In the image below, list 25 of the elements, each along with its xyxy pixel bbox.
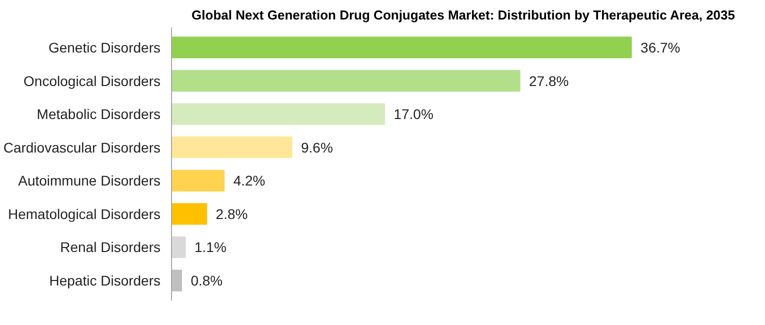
bar	[172, 203, 208, 225]
y-tick-label: Renal Disorders	[60, 239, 161, 256]
y-tick-label: Oncological Disorders	[24, 72, 161, 89]
data-label: 27.8%	[529, 72, 569, 89]
data-label: 36.7%	[640, 39, 680, 56]
bar	[172, 36, 632, 58]
chart-title: Global Next Generation Drug Conjugates Market: Distribution by Therapeutic Area, 2035	[192, 8, 735, 22]
y-tick-label: Hematological Disorders	[8, 206, 161, 222]
y-tick-label: Genetic Disorders	[48, 39, 161, 56]
bar	[172, 270, 182, 292]
data-label: 2.8%	[216, 206, 248, 222]
data-label: 9.6%	[300, 139, 333, 156]
data-label: 0.8%	[190, 272, 223, 289]
data-label: 17.0%	[394, 106, 434, 122]
bar	[172, 170, 225, 192]
y-tick-label: Cardiovascular Disorders	[3, 139, 161, 156]
bar	[172, 103, 386, 125]
data-label: 4.2%	[233, 172, 266, 189]
y-tick-label: Metabolic Disorders	[36, 106, 161, 122]
bar	[172, 236, 186, 258]
data-label: 1.1%	[194, 239, 226, 256]
bar	[172, 70, 520, 92]
y-tick-label: Hepatic Disorders	[49, 272, 161, 289]
bar	[172, 136, 292, 158]
y-tick-label: Autoimmune Disorders	[18, 172, 161, 189]
